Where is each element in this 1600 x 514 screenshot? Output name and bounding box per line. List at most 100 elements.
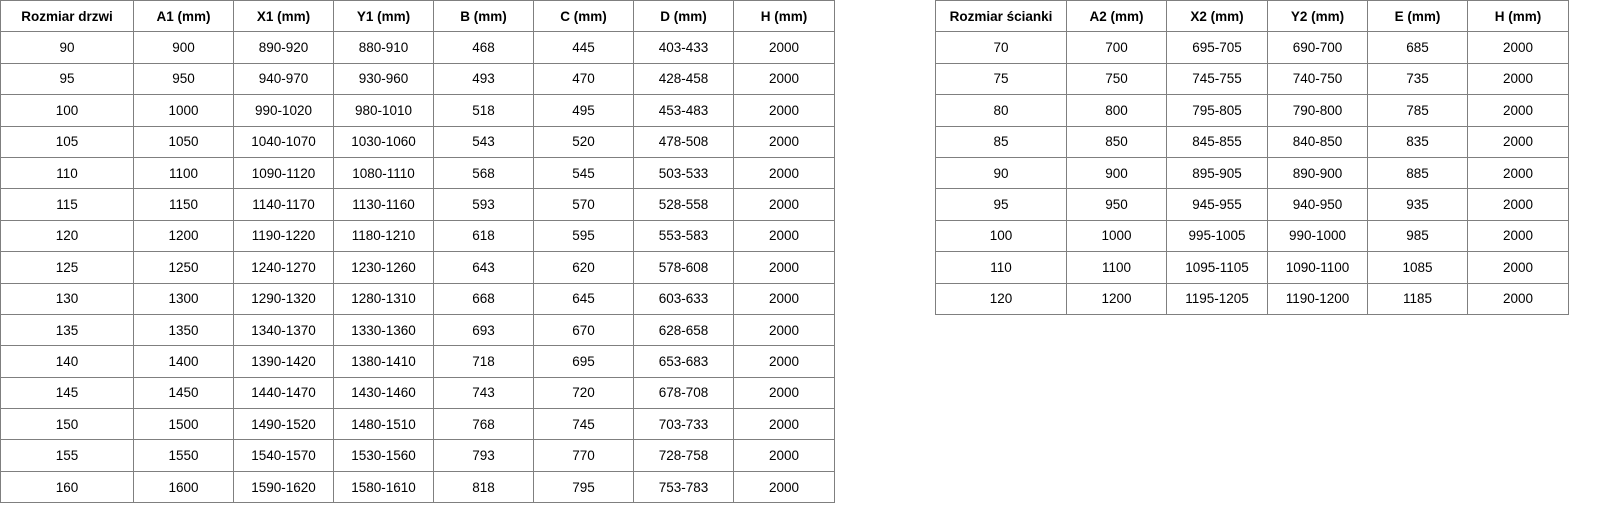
- table-cell: 145: [0, 376, 134, 410]
- wall-size-table: Rozmiar ścianki A2 (mm) X2 (mm) Y2 (mm) E (m…: [935, 0, 1569, 316]
- table-cell: 2000: [733, 282, 835, 315]
- table-row: 95 950 945-955 940-950 935 2000: [935, 188, 1569, 221]
- table-cell: 160: [0, 470, 134, 504]
- table-cell: 800: [1066, 94, 1167, 127]
- table-cell: 2000: [733, 313, 835, 347]
- table-cell: 728-758: [633, 439, 734, 472]
- table-cell: 693: [433, 313, 534, 347]
- table-cell: 1140-1170: [233, 188, 334, 221]
- table-cell: 1230-1260: [333, 251, 434, 284]
- table-cell: 1550: [133, 439, 234, 472]
- table-cell: 1130-1160: [333, 188, 434, 221]
- table-row: 90 900 890-920 880-910 468 445 403-433 2000: [0, 31, 835, 64]
- table-cell: 1180-1210: [333, 219, 434, 253]
- table-cell: 1080-1110: [333, 156, 434, 190]
- column-header: B (mm): [433, 0, 534, 33]
- table-cell: 2000: [1467, 251, 1569, 284]
- table-cell: 2000: [733, 439, 835, 472]
- table-cell: 930-960: [333, 62, 434, 96]
- table-cell: 1300: [133, 282, 234, 315]
- table-row: 130 1300 1290-1320 1280-1310 668 645 603-633 20…: [0, 282, 835, 315]
- table-cell: 743: [433, 376, 534, 410]
- column-header: X1 (mm): [233, 0, 334, 33]
- table-cell: 1350: [133, 313, 234, 347]
- table-cell: 468: [433, 31, 534, 64]
- table-cell: 2000: [1467, 188, 1569, 221]
- table-cell: 740-750: [1267, 62, 1368, 96]
- table-cell: 2000: [733, 94, 835, 127]
- table-cell: 653-683: [633, 345, 734, 378]
- table-cell: 105: [0, 125, 134, 158]
- table-cell: 900: [1066, 156, 1167, 190]
- table-cell: 2000: [733, 376, 835, 410]
- table-cell: 120: [935, 282, 1067, 316]
- table-cell: 140: [0, 345, 134, 378]
- table-cell: 545: [533, 156, 634, 190]
- table-cell: 790-800: [1267, 94, 1368, 127]
- table-cell: 935: [1367, 188, 1468, 221]
- table-cell: 1280-1310: [333, 282, 434, 315]
- table-cell: 1090-1120: [233, 156, 334, 190]
- table-cell: 1185: [1367, 282, 1468, 316]
- table-cell: 90: [935, 156, 1067, 190]
- table-cell: 2000: [733, 188, 835, 221]
- table-cell: 720: [533, 376, 634, 410]
- table-cell: 985: [1367, 219, 1468, 253]
- table-cell: 1480-1510: [333, 408, 434, 441]
- table-cell: 570: [533, 188, 634, 221]
- table-cell: 895-905: [1166, 156, 1268, 190]
- table-cell: 770: [533, 439, 634, 472]
- table-cell: 793: [433, 439, 534, 472]
- table-cell: 1095-1105: [1166, 251, 1268, 284]
- table-cell: 818: [433, 470, 534, 504]
- table-cell: 2000: [733, 345, 835, 378]
- table-cell: 1000: [1066, 219, 1167, 253]
- table-cell: 1430-1460: [333, 376, 434, 410]
- column-header: H (mm): [1467, 0, 1569, 33]
- table-cell: 593: [433, 188, 534, 221]
- table-cell: 628-658: [633, 313, 734, 347]
- table-cell: 2000: [733, 62, 835, 96]
- table-cell: 568: [433, 156, 534, 190]
- table-cell: 995-1005: [1166, 219, 1268, 253]
- table-cell: 1490-1520: [233, 408, 334, 441]
- table-cell: 1390-1420: [233, 345, 334, 378]
- table-cell: 980-1010: [333, 94, 434, 127]
- column-header: H (mm): [733, 0, 835, 33]
- table-cell: 795: [533, 470, 634, 504]
- table-row: 105 1050 1040-1070 1030-1060 543 520 478-508 20…: [0, 125, 835, 158]
- column-header: Rozmiar drzwi: [0, 0, 134, 33]
- table-cell: 428-458: [633, 62, 734, 96]
- table-cell: 125: [0, 251, 134, 284]
- table-cell: 1240-1270: [233, 251, 334, 284]
- table-cell: 70: [935, 31, 1067, 64]
- table-cell: 528-558: [633, 188, 734, 221]
- table-row: 90 900 895-905 890-900 885 2000: [935, 156, 1569, 190]
- table-cell: 2000: [1467, 94, 1569, 127]
- table-cell: 130: [0, 282, 134, 315]
- table-cell: 1440-1470: [233, 376, 334, 410]
- table-cell: 700: [1066, 31, 1167, 64]
- table-cell: 1100: [133, 156, 234, 190]
- table-cell: 495: [533, 94, 634, 127]
- table-cell: 75: [935, 62, 1067, 96]
- table-cell: 80: [935, 94, 1067, 127]
- table-row: 100 1000 990-1020 980-1010 518 495 453-483 2000: [0, 94, 835, 127]
- table-cell: 1540-1570: [233, 439, 334, 472]
- table-row: 155 1550 1540-1570 1530-1560 793 770 728-758 20…: [0, 439, 835, 472]
- table-cell: 2000: [733, 251, 835, 284]
- table-cell: 1150: [133, 188, 234, 221]
- table-cell: 890-920: [233, 31, 334, 64]
- table-row: 125 1250 1240-1270 1230-1260 643 620 578-608 20…: [0, 251, 835, 284]
- table-cell: 753-783: [633, 470, 734, 504]
- table-cell: 1030-1060: [333, 125, 434, 158]
- column-header: Rozmiar ścianki: [935, 0, 1067, 33]
- table-row: 85 850 845-855 840-850 835 2000: [935, 125, 1569, 158]
- table-cell: 2000: [733, 219, 835, 253]
- table-cell: 493: [433, 62, 534, 96]
- table-cell: 745: [533, 408, 634, 441]
- table-cell: 135: [0, 313, 134, 347]
- table-cell: 453-483: [633, 94, 734, 127]
- table-cell: 845-855: [1166, 125, 1268, 158]
- column-header: C (mm): [533, 0, 634, 33]
